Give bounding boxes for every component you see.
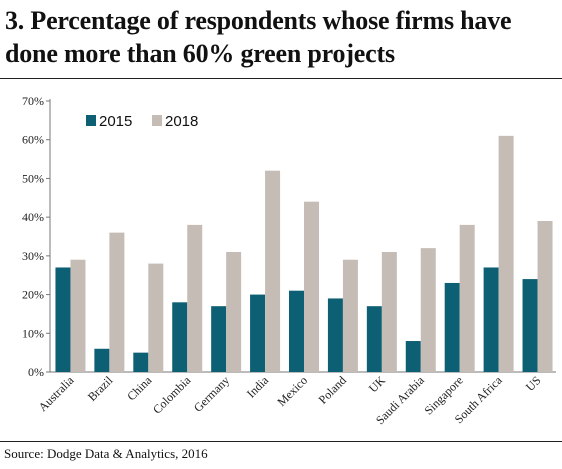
bar-2015-colombia	[172, 302, 188, 372]
legend-swatch-2018	[152, 115, 162, 126]
bar-2015-poland	[327, 298, 343, 372]
bar-2018-mexico	[304, 201, 319, 372]
y-tick-label: 20%	[22, 288, 44, 302]
y-tick-label: 50%	[22, 171, 44, 185]
legend-label-2018: 2018	[165, 113, 198, 130]
bar-2015-australia	[55, 267, 71, 372]
bar-2015-germany	[211, 306, 227, 372]
y-tick-label: 70%	[22, 94, 44, 108]
bar-2018-south-africa	[498, 135, 514, 372]
chart-title: 3. Percentage of respondents whose firms…	[5, 6, 512, 68]
bar-2015-uk	[366, 306, 382, 372]
title-divider	[0, 78, 562, 79]
x-tick-label: Mexico	[274, 373, 310, 409]
bars	[55, 135, 553, 372]
bar-2015-india	[250, 294, 266, 372]
bar-2018-brazil	[109, 232, 125, 372]
x-tick-label: China	[124, 373, 155, 404]
bar-2018-poland	[342, 259, 358, 372]
bar-2018-us	[537, 221, 553, 372]
y-tick-label: 40%	[22, 210, 44, 224]
bar-2018-india	[265, 170, 281, 372]
source-note: Source: Dodge Data & Analytics, 2016	[4, 446, 208, 461]
bar-2015-china	[133, 352, 149, 372]
source-divider	[0, 441, 562, 442]
x-tick-label: UK	[366, 373, 388, 395]
bar-2018-uk	[381, 251, 397, 372]
bar-2018-singapore	[459, 224, 475, 372]
bar-2018-china	[148, 263, 164, 372]
legend-label-2015: 2015	[99, 113, 132, 130]
y-tick-label: 60%	[22, 133, 44, 147]
bar-2018-australia	[70, 259, 86, 372]
bar-2018-germany	[226, 251, 242, 372]
legend-swatch-2015	[86, 115, 96, 126]
x-tick-label: Colombia	[150, 373, 194, 417]
y-tick-label: 10%	[22, 326, 44, 340]
bar-2015-singapore	[444, 282, 460, 372]
y-tick-label: 0%	[28, 365, 44, 379]
x-tick-label: Poland	[316, 373, 349, 406]
bar-2015-brazil	[94, 348, 110, 372]
y-tick-label: 30%	[22, 249, 44, 263]
x-tick-label: US	[523, 373, 544, 394]
bar-2015-south-africa	[483, 267, 499, 372]
bar-2018-colombia	[187, 224, 203, 372]
bar-2015-saudi-arabia	[405, 341, 421, 372]
legend: 2015 2018	[86, 113, 198, 130]
bar-2015-mexico	[289, 290, 304, 372]
bar-chart: 0%10%20%30%40%50%60%70% Australia Brazil C…	[22, 94, 556, 427]
x-tick-label: Germany	[191, 373, 232, 414]
x-tick-label: India	[244, 373, 272, 401]
x-tick-label: Brazil	[85, 373, 116, 404]
bar-2018-saudi-arabia	[420, 248, 436, 372]
bar-2015-us	[522, 279, 538, 372]
